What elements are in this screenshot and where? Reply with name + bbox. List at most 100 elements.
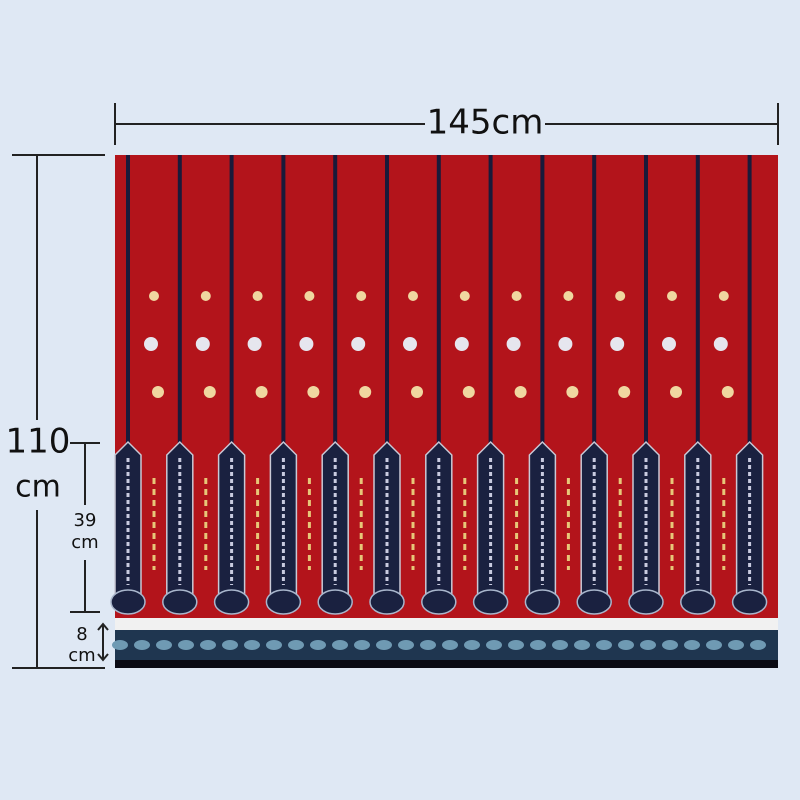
width-dimension: 145cm [114,103,779,145]
border-flower [288,640,304,650]
cloud-motif [359,386,372,398]
cloud-motif [618,386,631,398]
cloud-motif [563,291,574,301]
border-flower [156,640,172,650]
border-flower [750,640,766,650]
border-flower [618,640,634,650]
rosette [576,589,612,615]
cloud-motif [356,291,367,301]
pillar [735,440,764,596]
cloud-motif [670,386,682,398]
pillar [321,440,349,596]
height-unit: cm [15,470,61,505]
border-flower [178,640,194,650]
border-flower [486,640,502,650]
cloud-motif [200,291,211,301]
cloud-motif [506,337,521,351]
pillar [580,440,608,596]
height-dimension: 110 cm [6,154,105,669]
cloud-motif [462,386,475,398]
white-band [115,618,778,630]
height-number: 110 [6,422,71,462]
black-edge [115,660,778,668]
border-flower [112,640,128,650]
rosette [162,589,198,615]
border-flower [640,640,656,650]
cloud-motif [454,337,469,351]
cloud-motif [144,337,158,351]
border-flower [684,640,700,650]
rosette [369,589,405,615]
border-flower [706,640,722,650]
border-flower [376,640,392,650]
cloud-motif [247,337,262,351]
border-flower [134,640,150,650]
border-flower [530,640,546,650]
border-flower [552,640,568,650]
border-flower [266,640,282,650]
cloud-motif [304,291,315,301]
rosette [628,589,664,615]
border-flower [574,640,590,650]
cloud-motif [713,337,728,351]
cloud-motif [721,386,734,398]
rosette [524,589,561,615]
border-unit: cm [68,645,95,666]
border-flower [596,640,612,650]
rosette [317,589,353,615]
border-flower [244,640,260,650]
cloud-motif [411,386,423,398]
rosette [731,589,768,615]
cloud-motif [299,337,314,351]
pillar [373,440,401,596]
pillar [632,440,660,596]
cloud-motif [615,291,626,301]
cloud-motif [610,337,625,351]
pillar [269,440,298,596]
border-flower [728,640,744,650]
cloud-motif [662,337,676,351]
pillar [528,440,557,596]
pillar [114,440,142,596]
cloud-motif [459,291,470,301]
cloud-motif [403,337,417,351]
panel-dimension: 39 cm [70,442,100,613]
border-flower [508,640,524,650]
rosette [213,589,250,615]
border-flower [442,640,458,650]
border-flower [200,640,216,650]
cloud-motif [252,291,263,301]
cloud-motif [149,291,159,301]
pillar [476,440,505,596]
cloud-motif [203,386,216,398]
panel-number: 39 [74,510,97,531]
cloud-motif [514,386,527,398]
fabric [110,155,778,668]
cloud-motif [511,291,522,301]
cloud-motif [667,291,677,301]
pillar [684,440,712,596]
cloud-motif [307,386,320,398]
arrow-heads [97,622,109,662]
pillar [425,440,453,596]
border-flower [222,640,238,650]
rosette [421,589,457,615]
panel-unit: cm [71,532,98,553]
rosette [265,589,302,615]
rosette [680,589,716,615]
cloud-motif [195,337,210,351]
border-flower [464,640,480,650]
border-flower [420,640,436,650]
rosette [472,589,509,615]
border-flower [354,640,370,650]
border-flower [310,640,326,650]
cloud-motif [718,291,729,301]
cloud-motif [255,386,268,398]
rosette [110,589,146,615]
pillar [166,440,194,596]
cloud-motif [558,337,573,351]
border-number: 8 [76,624,87,645]
border-flower [398,640,414,650]
pillar [217,440,246,596]
